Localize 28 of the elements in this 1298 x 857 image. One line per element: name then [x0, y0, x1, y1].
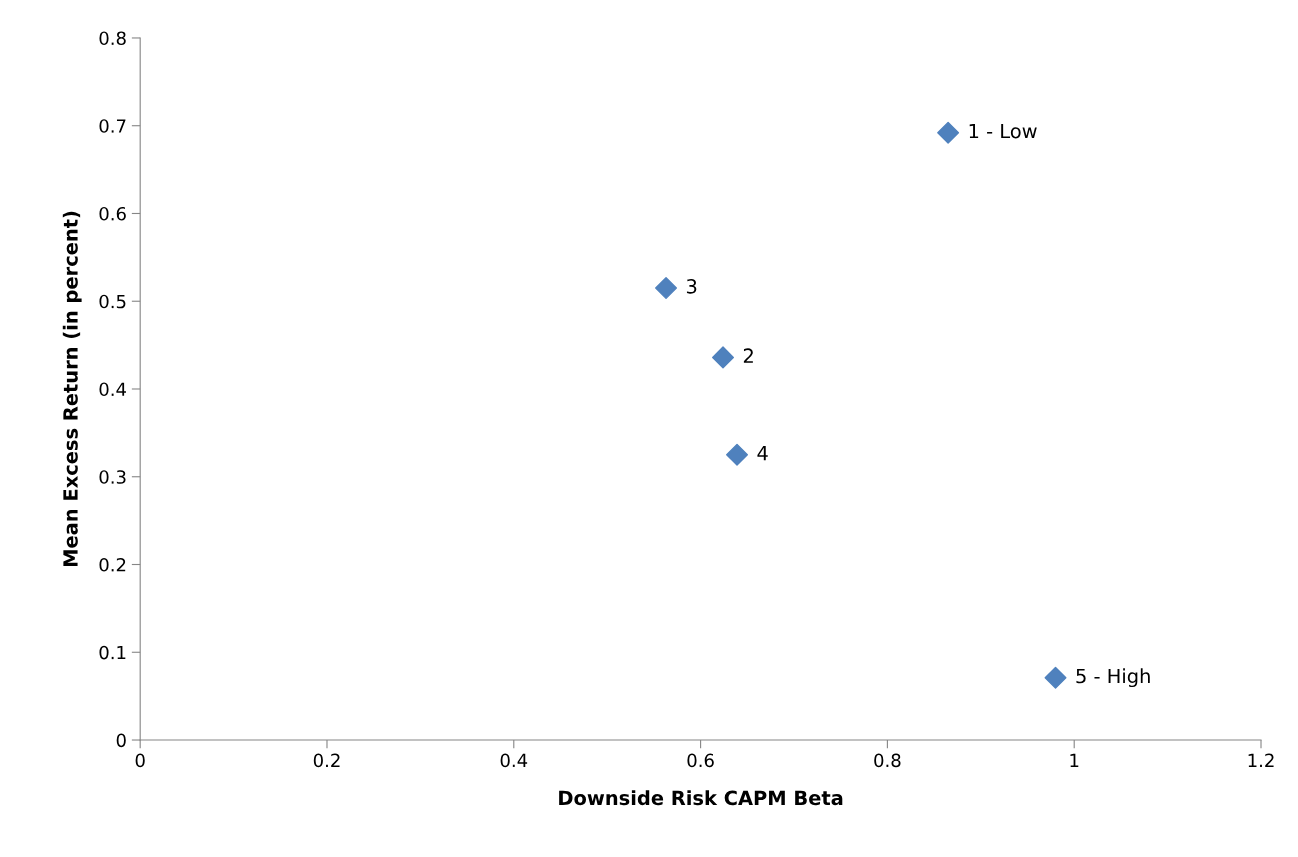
y-axis-title: Mean Excess Return (in percent): [62, 211, 82, 567]
y-tick-label: 0.2: [99, 557, 126, 572]
x-tick-label: 0: [135, 753, 145, 768]
y-tick-label: 0.1: [99, 645, 126, 660]
y-tick-label: 0.3: [99, 470, 126, 484]
x-tick-label: 0.8: [874, 753, 901, 768]
y-tick-label: 0.7: [99, 119, 126, 133]
point: [712, 346, 735, 369]
point: [726, 443, 749, 466]
point: [937, 121, 960, 144]
annotation: 4: [757, 446, 768, 461]
x-tick-label: 1.2: [1248, 753, 1274, 767]
x-axis-title: Downside Risk CAPM Beta: [559, 790, 843, 806]
y-tick-label: 0.8: [99, 31, 126, 46]
x-tick-label: 0.2: [313, 753, 340, 768]
y-tick-label: 0.6: [99, 206, 126, 221]
annotation: 5 - High: [1076, 668, 1150, 688]
y-tick-label: 0: [116, 733, 126, 748]
annotation: 1 - Low: [969, 123, 1037, 139]
annotation: 3: [686, 279, 697, 294]
point: [655, 277, 678, 300]
x-tick-label: 1: [1070, 753, 1079, 767]
annotation: 2: [743, 348, 753, 363]
x-tick-label: 0.4: [500, 753, 528, 768]
y-tick-label: 0.4: [99, 382, 126, 397]
point: [1044, 666, 1067, 689]
y-tick-label: 0.5: [99, 294, 126, 309]
x-tick-label: 0.6: [687, 753, 714, 768]
